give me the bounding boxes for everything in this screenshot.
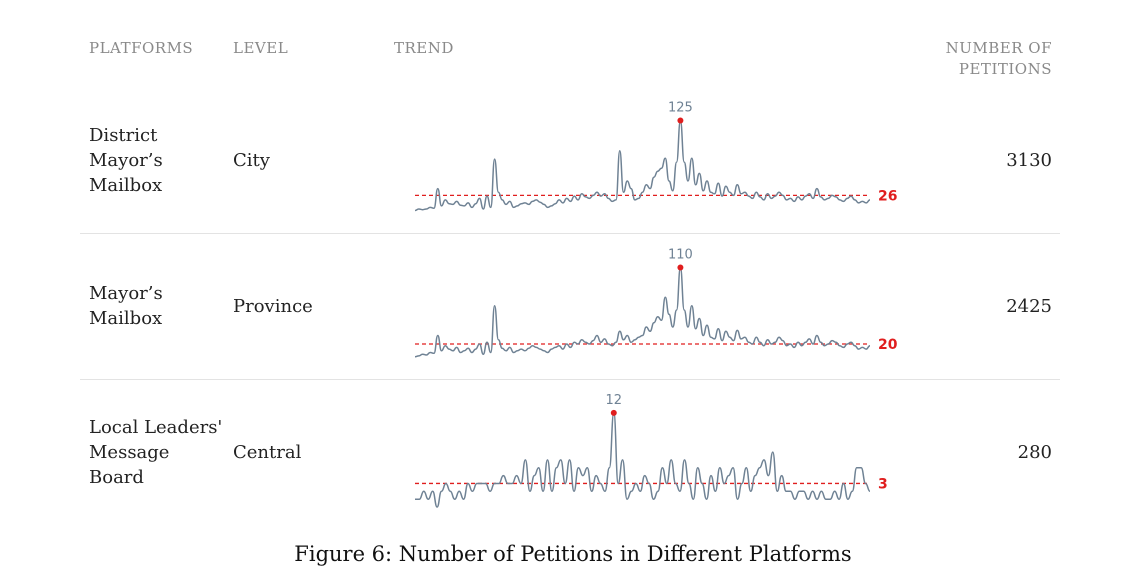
platform-level: Province <box>233 295 313 317</box>
platform-row-2: Mayor’s Mailbox Province 20 110 2425 <box>80 233 1060 379</box>
peak-label: 110 <box>668 248 693 263</box>
platform-row-1: District Mayor’s Mailbox City 26 125 3130 <box>80 87 1060 233</box>
platform-name-line: Mayor’s <box>89 149 163 171</box>
platform-name-line: District <box>89 124 158 146</box>
trend-sparkline: 3 12 <box>415 393 888 508</box>
header-number-of-petitions: NUMBER OF PETITIONS <box>912 38 1052 80</box>
trend-line <box>415 412 871 508</box>
platform-name: District Mayor’s Mailbox <box>89 87 229 233</box>
platform-name-line: Board <box>89 466 144 488</box>
header-count-line1: NUMBER OF <box>945 39 1052 57</box>
peak-marker <box>677 117 684 124</box>
platform-level: Central <box>233 441 302 463</box>
peak-marker <box>677 264 684 271</box>
peak-label: 125 <box>668 101 693 116</box>
header-trend: TREND <box>394 39 454 57</box>
platform-row-3: Local Leaders' Message Board Central 3 12… <box>80 379 1060 525</box>
average-label: 26 <box>878 188 897 204</box>
petition-count: 3130 <box>1006 149 1052 171</box>
row-divider <box>80 233 1060 234</box>
platform-name-line: Message <box>89 441 170 463</box>
platform-name-line: Mayor’s <box>89 283 163 304</box>
header-level: LEVEL <box>233 39 289 57</box>
trend-line <box>414 266 871 358</box>
platform-level: City <box>233 149 270 171</box>
trend-line <box>414 119 871 212</box>
average-label: 3 <box>878 476 888 492</box>
row-divider <box>80 379 1060 380</box>
trend-sparkline: 20 110 <box>414 248 898 358</box>
platform-name: Mayor’s Mailbox <box>89 233 229 379</box>
trend-sparkline: 26 125 <box>414 101 897 212</box>
platform-name-line: Mailbox <box>89 308 163 329</box>
platform-name-line: Mailbox <box>89 174 163 196</box>
platform-name-line: Local Leaders' <box>89 416 223 438</box>
peak-marker <box>610 409 617 416</box>
peak-label: 12 <box>606 393 623 408</box>
header-platforms: PLATFORMS <box>89 39 194 57</box>
petition-count: 280 <box>1017 441 1052 463</box>
figure-caption: Figure 6: Number of Petitions in Differe… <box>294 542 852 566</box>
petition-count: 2425 <box>1006 295 1052 317</box>
average-label: 20 <box>878 337 898 353</box>
header-count-line2: PETITIONS <box>958 60 1052 78</box>
platform-name: Local Leaders' Message Board <box>89 379 229 525</box>
